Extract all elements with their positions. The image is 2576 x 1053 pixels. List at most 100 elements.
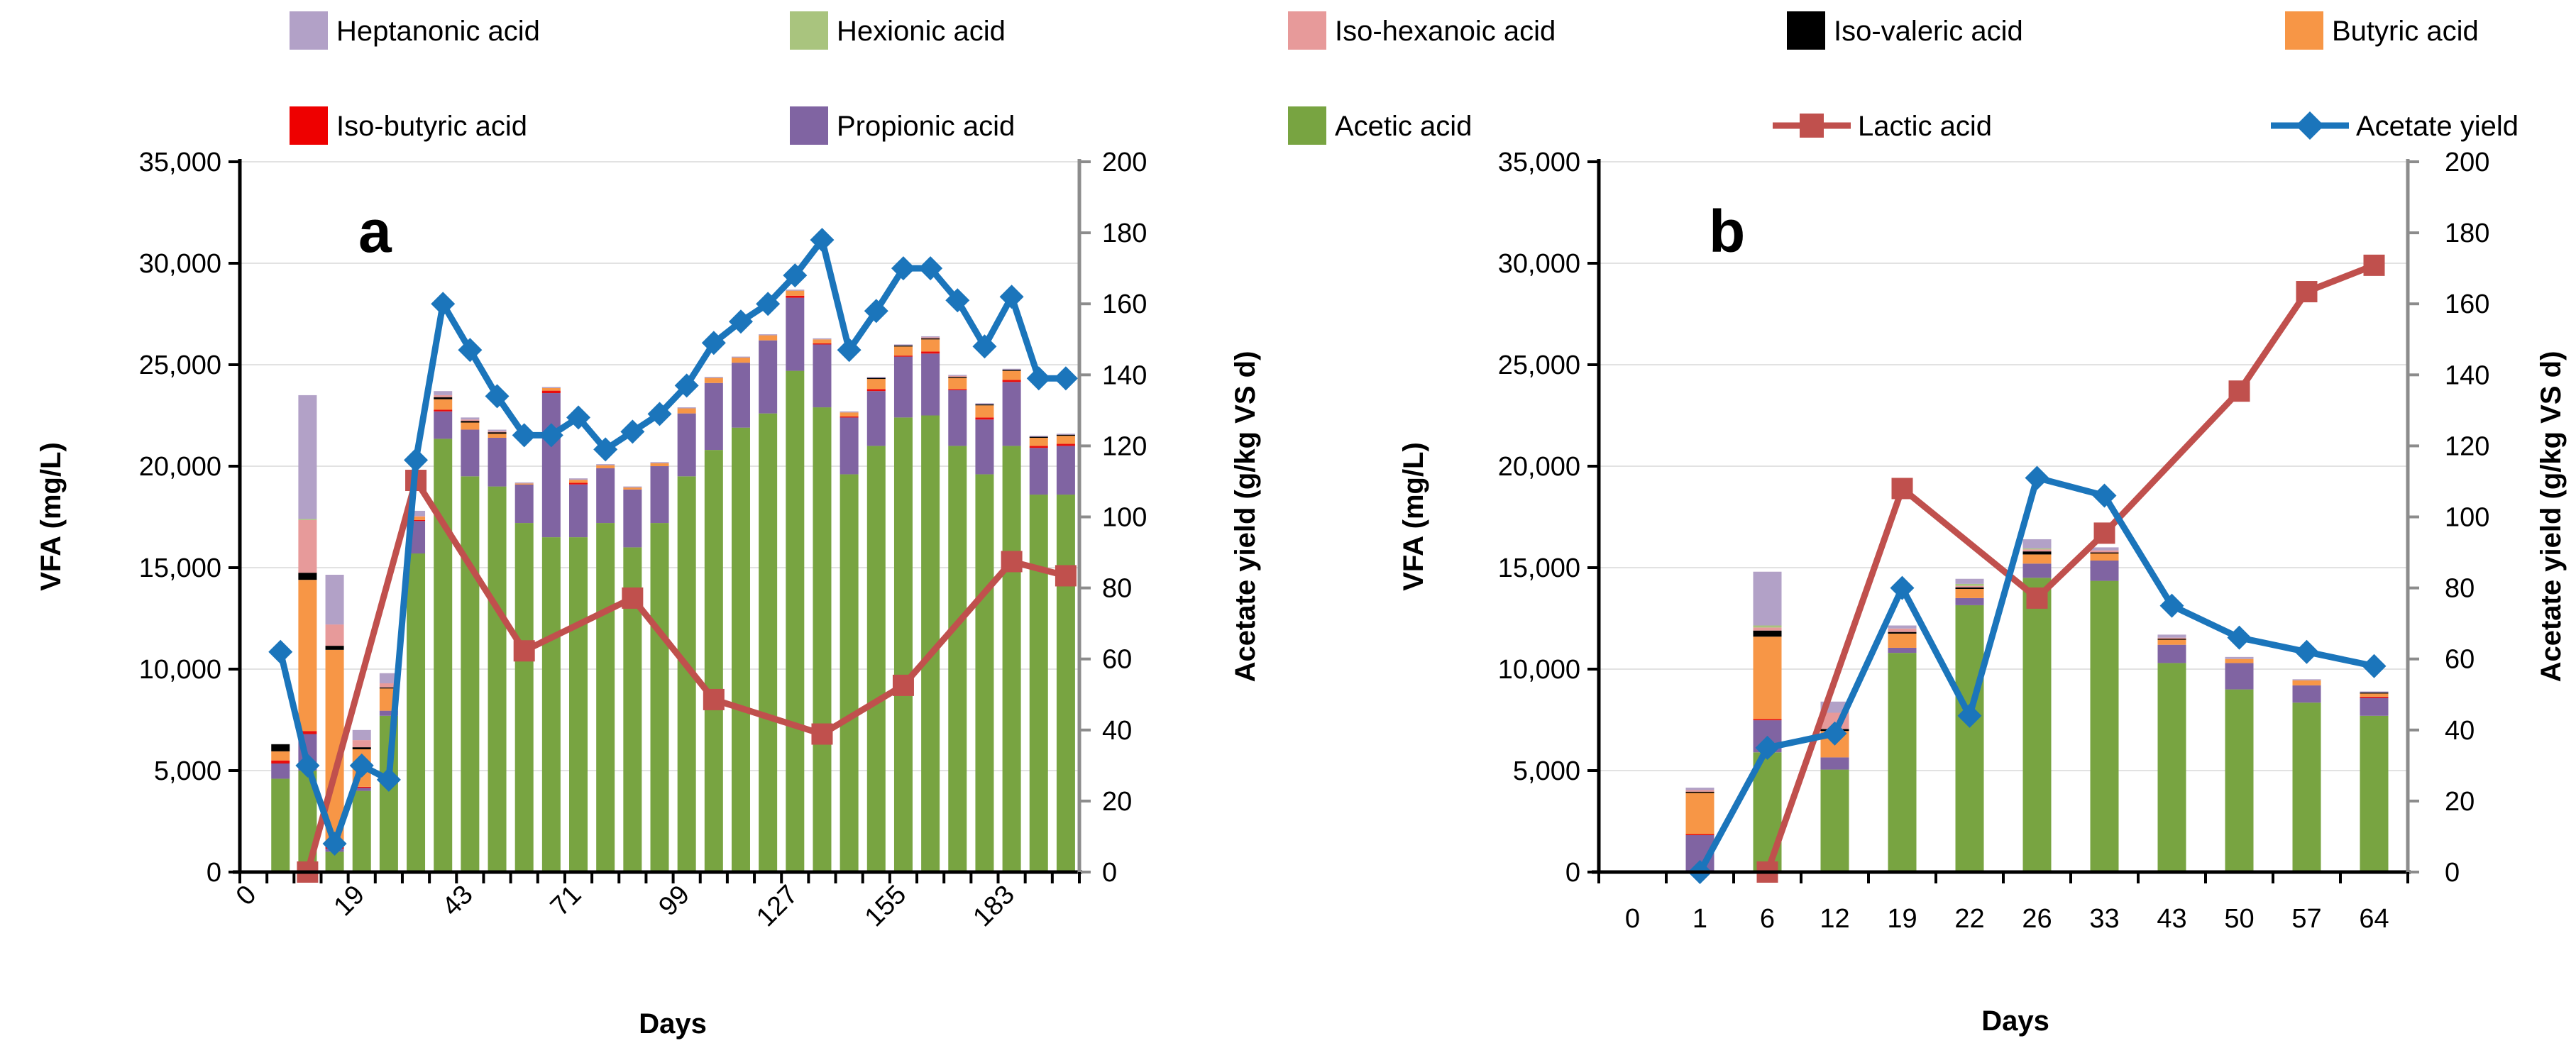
y-right-ticks-a: 0 20 40 60 80 100 120 140 160 180 200 — [1079, 148, 1147, 888]
heptanonic-swatch — [290, 11, 328, 50]
acetate-point-marker — [2159, 593, 2184, 618]
y-left-tick-label: 25,000 — [139, 351, 221, 380]
y-right-tick-label: 200 — [1102, 148, 1147, 177]
acetate-point-marker — [539, 423, 563, 448]
lactic-point-marker — [2228, 380, 2250, 402]
iso-valeric-swatch — [1787, 11, 1825, 50]
panel-b-letter: b — [1709, 198, 1745, 265]
lactic-point-marker — [811, 723, 833, 745]
acetate-point-marker — [1755, 735, 1780, 760]
legend-item-label: Acetic acid — [1335, 111, 1472, 142]
lactic-line-sample-marker — [1800, 114, 1824, 138]
legend-item-iso-valeric-acid: Iso-valeric acid — [1787, 11, 2023, 50]
y-left-tick-label: 15,000 — [1498, 553, 1580, 583]
x-tick-label: 64 — [2359, 904, 2389, 934]
x-tick-label: 33 — [2089, 904, 2119, 934]
legend-item-iso-hexanoic-acid: Iso-hexanoic acid — [1288, 11, 1556, 50]
y-right-tick-label: 40 — [2445, 716, 2475, 746]
y-left-tick-label: 20,000 — [1498, 452, 1580, 482]
panel-b-y-right-title: Acetate yield (g/kg VS d) — [2536, 351, 2567, 683]
y-left-tick-label: 35,000 — [1498, 148, 1580, 177]
bars-heptanonic-acid — [1685, 539, 2389, 790]
lactic-point-marker — [2026, 587, 2048, 609]
acetate-point-marker — [376, 767, 401, 792]
y-right-tick-label: 60 — [2445, 645, 2475, 675]
acetate-point-marker — [485, 384, 510, 409]
y-left-tick-label: 20,000 — [139, 452, 221, 482]
legend-item-label: Iso-butyric acid — [336, 111, 527, 142]
legend-item-label: Heptanonic acid — [336, 16, 540, 47]
acetate-point-marker — [2362, 654, 2387, 678]
acetate-point-marker — [2294, 639, 2319, 664]
acetic-swatch — [1288, 106, 1326, 145]
y-right-tick-label: 0 — [1102, 858, 1117, 888]
panel-a-y-right-title: Acetate yield (g/kg VS d) — [1230, 351, 1261, 683]
acetate-point-marker — [2025, 465, 2049, 490]
x-tick-label: 0 — [231, 880, 263, 912]
acetate-point-marker — [593, 437, 618, 462]
lactic-point-marker — [703, 688, 725, 710]
panel-a-y-left-title: VFA (mg/L) — [35, 442, 67, 591]
bars-iso-valeric-acid — [271, 338, 1075, 751]
legend-item-acetate-yield: Acetate yield — [2271, 111, 2519, 142]
acetate-point-marker — [1890, 575, 1915, 600]
acetate-point-marker — [458, 338, 483, 363]
acetate-point-marker — [404, 448, 429, 473]
acetate-point-marker — [1026, 366, 1051, 391]
bars-iso-hexanoic-acid — [298, 337, 967, 748]
hexionic-swatch — [790, 11, 828, 50]
panel-a: 0 5,000 10,000 15,000 20,000 25,000 30,000 35,0… — [139, 148, 1147, 932]
x-tick-label: 155 — [859, 880, 913, 933]
acetate-point-marker — [512, 423, 536, 448]
iso-butyric-swatch — [290, 106, 328, 145]
legend-item-label: Butyric acid — [2332, 16, 2479, 47]
bars-acetic-acid — [1753, 578, 2389, 872]
acetate-point-marker — [431, 292, 456, 316]
bars-iso-butyric-acid — [1685, 696, 2389, 836]
propionic-swatch — [790, 106, 828, 145]
lactic-point-marker — [513, 640, 535, 662]
y-right-tick-label: 140 — [1102, 360, 1147, 390]
legend-item-label: Lactic acid — [1858, 111, 1992, 142]
lactic-point-marker — [1891, 478, 1913, 500]
acetate-point-marker — [864, 299, 888, 324]
y-left-tick-label: 30,000 — [1498, 249, 1580, 279]
x-tick-label: 1 — [1692, 904, 1707, 934]
bars-butyric-acid — [1685, 553, 2389, 834]
acetate-point-marker — [620, 419, 645, 444]
lactic-point-marker — [2093, 522, 2115, 544]
y-right-tick-label: 160 — [1102, 290, 1147, 319]
x-tick-label: 19 — [1887, 904, 1917, 934]
acetate-point-marker — [945, 288, 970, 313]
acetate-point-marker — [566, 405, 591, 430]
butyric-swatch — [2285, 11, 2323, 50]
panel-b-y-left-title: VFA (mg/L) — [1398, 442, 1429, 591]
y-right-tick-label: 60 — [1102, 645, 1132, 675]
y-left-ticks-a: 0 5,000 10,000 15,000 20,000 25,000 30,000 35,0… — [139, 148, 240, 888]
y-right-tick-label: 100 — [1102, 503, 1147, 533]
x-tick-label: 50 — [2224, 904, 2254, 934]
bars-acetic-acid — [271, 370, 1075, 872]
x-ticks-b: 0 1 6 12 19 22 26 33 43 50 57 64 — [1597, 872, 2409, 934]
bars-propionic-acid — [271, 297, 1075, 852]
y-left-tick-label: 5,000 — [154, 756, 221, 786]
x-tick-label: 71 — [545, 880, 588, 922]
legend-item-label: Iso-hexanoic acid — [1335, 16, 1556, 47]
legend-item-hexionic-acid: Hexionic acid — [790, 11, 1006, 50]
y-left-tick-label: 35,000 — [139, 148, 221, 177]
acetate-point-marker — [999, 285, 1024, 309]
y-right-tick-label: 20 — [1102, 787, 1132, 817]
line-lactic-acid — [1756, 254, 2385, 883]
x-tick-label: 26 — [2022, 904, 2052, 934]
legend-item-acetic-acid: Acetic acid — [1288, 106, 1472, 145]
x-tick-label: 183 — [967, 880, 1020, 933]
y-right-ticks-b: 0 20 40 60 80 100 120 140 160 180 200 — [2408, 148, 2489, 888]
x-tick-label: 22 — [1954, 904, 1984, 934]
bars-hexionic-acid — [298, 519, 317, 520]
acetate-point-marker — [918, 256, 943, 281]
bars-heptanonic-acid — [298, 290, 1075, 741]
y-right-tick-label: 20 — [2445, 787, 2475, 817]
line-acetate-yield — [268, 228, 1078, 856]
acetate-point-marker — [2227, 625, 2252, 650]
